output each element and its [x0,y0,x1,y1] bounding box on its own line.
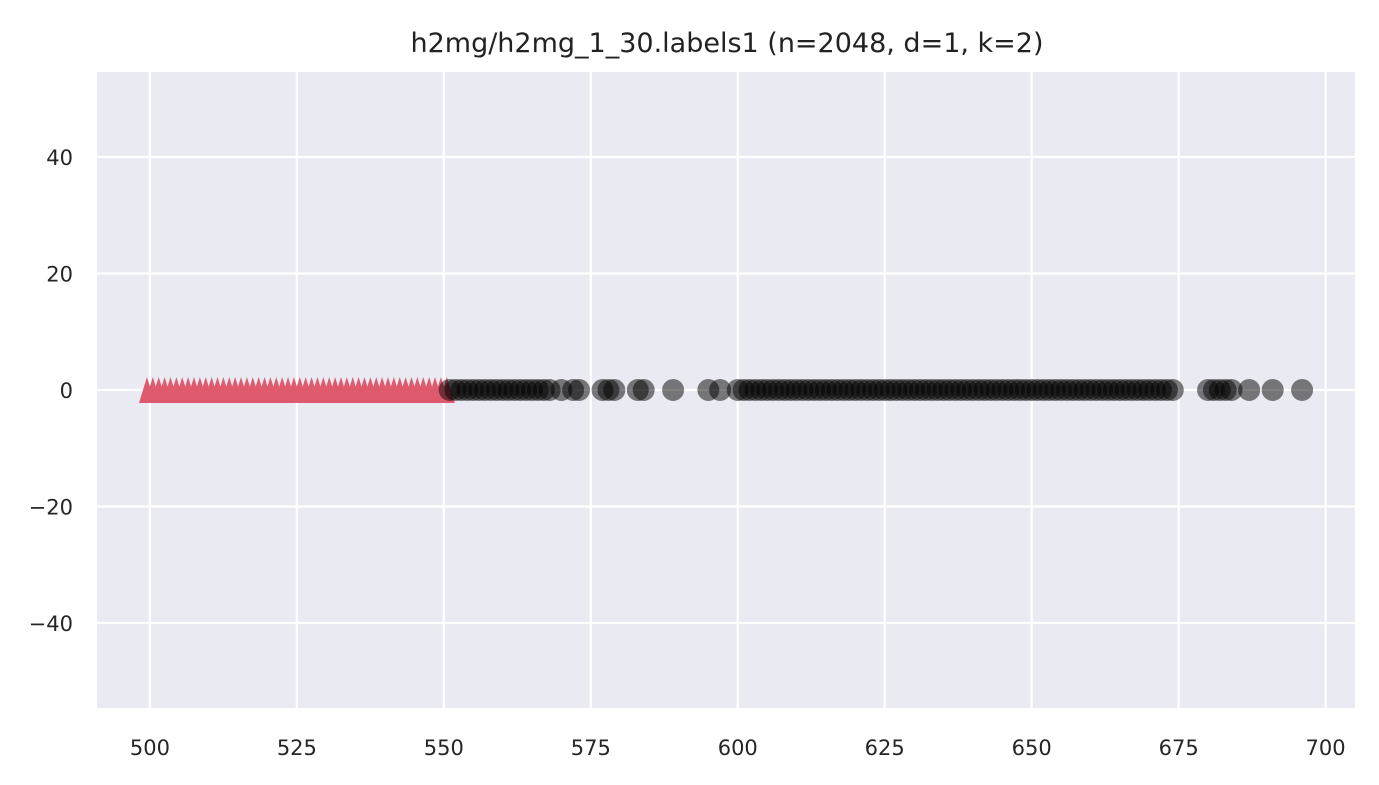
data-points [138,377,1314,403]
x-tick-label: 675 [1159,736,1199,760]
x-tick-label: 700 [1306,736,1346,760]
circle-point [603,379,626,401]
chart-title: h2mg/h2mg_1_30.labels1 (n=2048, d=1, k=2… [410,28,1043,59]
y-tick-label: 0 [60,379,73,403]
y-tick-label: −40 [29,612,73,636]
x-tick-label: 575 [571,736,611,760]
circle-point [632,379,655,401]
circle-point [1261,379,1284,401]
circle-point [1238,379,1261,401]
x-tick-label: 525 [277,736,317,760]
x-tick-label: 550 [424,736,464,760]
x-tick-label: 625 [865,736,905,760]
circle-point [568,379,591,401]
circle-point [1220,379,1243,401]
circle-point [1291,379,1314,401]
x-tick-label: 650 [1012,736,1052,760]
y-tick-label: −20 [29,495,73,519]
x-tick-label: 500 [130,736,170,760]
x-tick-label: 600 [718,736,758,760]
y-tick-label: 40 [46,146,73,170]
tick-labels: 500 525 550 575 600 625 650 675 700 40 20 0 −20 −40 [29,146,1346,760]
y-tick-label: 20 [46,263,73,287]
circle-point [1161,379,1184,401]
circle-point [662,379,685,401]
circle-point [709,379,732,401]
